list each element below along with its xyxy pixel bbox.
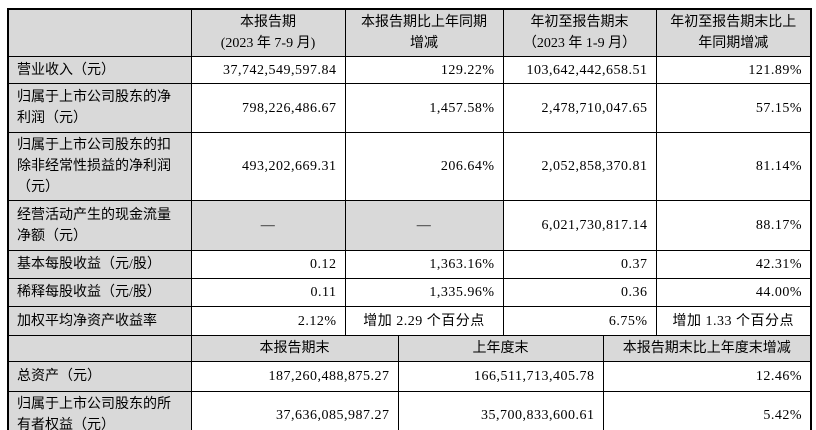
cell-change: 5.42% (602, 391, 812, 430)
cell-current-period: 0.11 (190, 278, 346, 307)
cell-ytd-yoy-change: 42.31% (655, 250, 812, 279)
row-label: 基本每股收益（元/股） (7, 250, 192, 279)
cell-ytd: 103,642,442,658.51 (502, 56, 657, 84)
cell-ytd-yoy-change: 88.17% (655, 200, 812, 251)
row-label: 归属于上市公司股东的扣除非经常性损益的净利润（元） (7, 132, 192, 201)
table-row-basic-eps: 基本每股收益（元/股） 0.12 1,363.16% 0.37 42.31% (7, 250, 812, 279)
quarterly-header-row: 本报告期 (2023 年 7-9 月) 本报告期比上年同期 增减 年初至报告期末… (7, 8, 812, 57)
cell-ytd: 2,478,710,047.65 (502, 83, 657, 133)
row-label: 营业收入（元） (7, 56, 192, 84)
table-row-total-assets: 总资产（元） 187,260,488,875.27 166,511,713,40… (7, 361, 812, 392)
cell-ytd-yoy-change: 44.00% (655, 278, 812, 307)
row-label: 归属于上市公司股东的所有者权益（元） (7, 391, 192, 430)
cell-current-period-dash: — (190, 200, 346, 251)
cell-yoy-change: 1,457.58% (344, 83, 504, 133)
table-row-weighted-avg-roe: 加权平均净资产收益率 2.12% 增加 2.29 个百分点 6.75% 增加 1… (7, 306, 812, 336)
cell-current-period: 2.12% (190, 306, 346, 336)
table-row-diluted-eps: 稀释每股收益（元/股） 0.11 1,335.96% 0.36 44.00% (7, 278, 812, 307)
cell-ytd: 6,021,730,817.14 (502, 200, 657, 251)
cell-ytd: 6.75% (502, 306, 657, 336)
table-row-owners-equity: 归属于上市公司股东的所有者权益（元） 37,636,085,987.27 35,… (7, 391, 812, 430)
cell-ytd-yoy-change: 增加 1.33 个百分点 (655, 306, 812, 336)
header-end-of-period: 本报告期末 (190, 335, 399, 362)
cell-end-of-last-year: 166,511,713,405.78 (397, 361, 604, 392)
row-label: 稀释每股收益（元/股） (7, 278, 192, 307)
cell-ytd: 0.37 (502, 250, 657, 279)
cell-current-period: 798,226,486.67 (190, 83, 346, 133)
cell-current-period: 493,202,669.31 (190, 132, 346, 201)
cell-ytd-yoy-change: 57.15% (655, 83, 812, 133)
row-label: 总资产（元） (7, 361, 192, 392)
table-row-operating-cash-flow: 经营活动产生的现金流量净额（元） — — 6,021,730,817.14 88… (7, 200, 812, 251)
cell-yoy-change: 增加 2.29 个百分点 (344, 306, 504, 336)
table-row-net-profit: 归属于上市公司股东的净利润（元） 798,226,486.67 1,457.58… (7, 83, 812, 133)
cell-yoy-change-dash: — (344, 200, 504, 251)
header-ytd: 年初至报告期末 （2023 年 1-9 月） (502, 8, 657, 57)
empty-corner-cell (7, 8, 192, 57)
table-row-net-profit-excl-nonrecurring: 归属于上市公司股东的扣除非经常性损益的净利润（元） 493,202,669.31… (7, 132, 812, 201)
cell-ytd: 2,052,858,370.81 (502, 132, 657, 201)
cell-change: 12.46% (602, 361, 812, 392)
financial-summary-table: 本报告期 (2023 年 7-9 月) 本报告期比上年同期 增减 年初至报告期末… (7, 8, 813, 430)
cell-yoy-change: 206.64% (344, 132, 504, 201)
cell-ytd-yoy-change: 81.14% (655, 132, 812, 201)
header-end-of-last-year: 上年度末 (397, 335, 604, 362)
cell-yoy-change: 129.22% (344, 56, 504, 84)
cell-end-of-period: 187,260,488,875.27 (190, 361, 399, 392)
cell-yoy-change: 1,335.96% (344, 278, 504, 307)
cell-end-of-period: 37,636,085,987.27 (190, 391, 399, 430)
balance-header-row: 本报告期末 上年度末 本报告期末比上年度末增减 (7, 335, 812, 362)
empty-corner-cell (7, 335, 192, 362)
header-current-period: 本报告期 (2023 年 7-9 月) (190, 8, 346, 57)
cell-ytd: 0.36 (502, 278, 657, 307)
header-ytd-yoy-change: 年初至报告期末比上 年同期增减 (655, 8, 812, 57)
row-label: 经营活动产生的现金流量净额（元） (7, 200, 192, 251)
header-yoy-change: 本报告期比上年同期 增减 (344, 8, 504, 57)
table-row-revenue: 营业收入（元） 37,742,549,597.84 129.22% 103,64… (7, 56, 812, 84)
cell-yoy-change: 1,363.16% (344, 250, 504, 279)
cell-current-period: 0.12 (190, 250, 346, 279)
row-label: 加权平均净资产收益率 (7, 306, 192, 336)
cell-ytd-yoy-change: 121.89% (655, 56, 812, 84)
cell-current-period: 37,742,549,597.84 (190, 56, 346, 84)
header-change-vs-last-year-end: 本报告期末比上年度末增减 (602, 335, 812, 362)
row-label: 归属于上市公司股东的净利润（元） (7, 83, 192, 133)
cell-end-of-last-year: 35,700,833,600.61 (397, 391, 604, 430)
